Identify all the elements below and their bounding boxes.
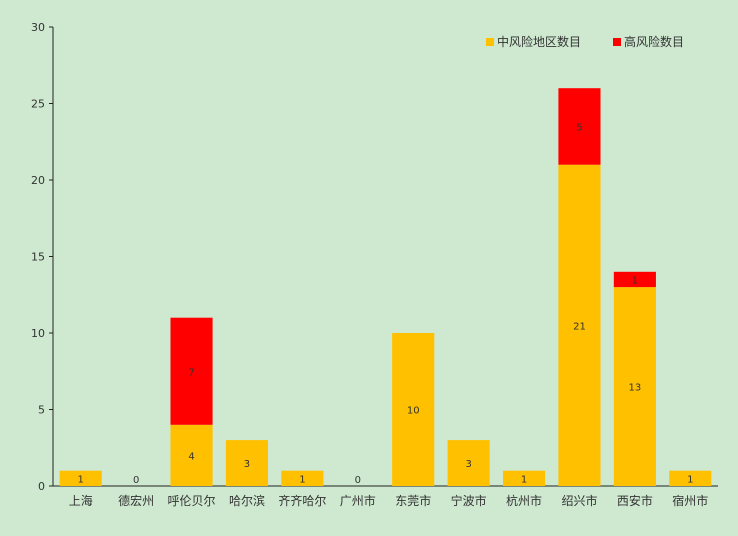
data-label: 1 <box>299 474 305 485</box>
x-tick-label: 绍兴市 <box>561 493 597 508</box>
data-label: 0 <box>355 475 361 486</box>
data-label: 1 <box>632 275 638 286</box>
bar-segment <box>447 440 490 486</box>
x-tick-label: 德宏州 <box>118 493 154 508</box>
bar-segment <box>170 424 213 486</box>
bar-segment <box>170 317 213 425</box>
data-label: 4 <box>188 451 194 462</box>
data-label: 10 <box>407 406 420 417</box>
bar-segment <box>558 88 601 165</box>
legend-label: 中风险地区数目 <box>497 34 581 49</box>
bar-segment <box>613 287 656 486</box>
bar-segment <box>59 470 102 486</box>
bar-segment <box>281 470 324 486</box>
x-tick-label: 宿州市 <box>672 493 708 508</box>
data-label: 1 <box>521 474 527 485</box>
y-tick-label: 20 <box>31 174 45 187</box>
y-tick-label: 30 <box>31 21 45 34</box>
x-tick-label: 杭州市 <box>506 493 542 508</box>
x-tick-label: 上海 <box>69 493 93 508</box>
data-label: 13 <box>629 383 642 394</box>
data-label: 1 <box>78 474 84 485</box>
y-tick-label: 5 <box>38 404 45 417</box>
bar-segment <box>613 271 656 288</box>
x-tick-label: 宁波市 <box>451 493 487 508</box>
bar-segment <box>225 440 269 486</box>
y-tick-label: 15 <box>31 251 45 264</box>
data-label: 3 <box>465 459 471 470</box>
data-label: 21 <box>573 321 586 332</box>
data-label: 7 <box>188 367 194 378</box>
x-tick-label: 西安市 <box>617 493 653 508</box>
data-label: 3 <box>244 459 250 470</box>
x-tick-label: 东莞市 <box>395 493 431 508</box>
data-label: 0 <box>133 475 139 486</box>
x-tick-label: 哈尔滨 <box>229 493 265 508</box>
y-tick-label: 0 <box>38 480 45 493</box>
bar-segment <box>392 333 435 486</box>
bar-segment <box>502 470 546 486</box>
x-tick-label: 呼伦贝尔 <box>168 493 216 508</box>
legend-swatch <box>613 38 621 46</box>
x-tick-label: 广州市 <box>340 493 376 508</box>
data-label: 1 <box>687 474 693 485</box>
data-label: 5 <box>576 122 582 133</box>
bar-segment <box>558 164 601 486</box>
y-tick-label: 25 <box>31 98 45 111</box>
legend-label: 高风险数目 <box>624 34 684 49</box>
bar-segment <box>669 470 712 486</box>
x-tick-label: 齐齐哈尔 <box>278 493 326 508</box>
legend-swatch <box>486 38 494 46</box>
y-tick-label: 10 <box>31 327 45 340</box>
